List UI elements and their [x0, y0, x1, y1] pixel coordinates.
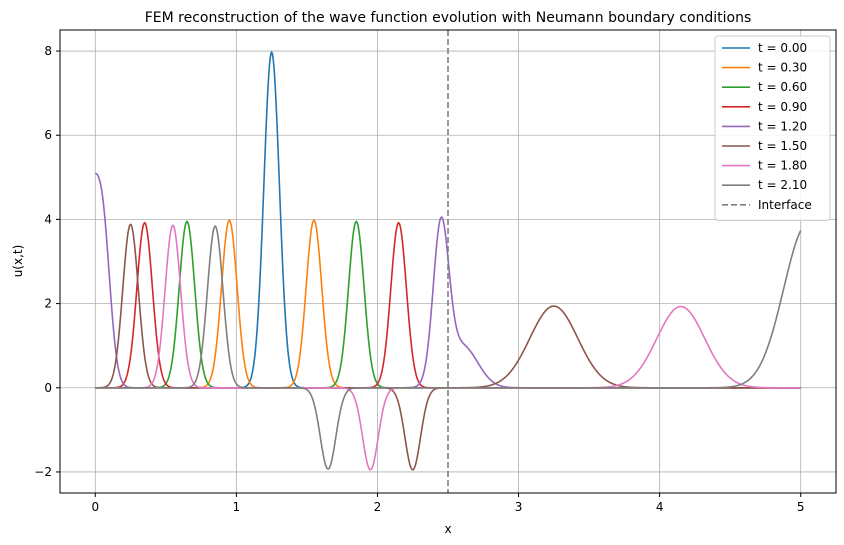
- y-tick-label: 6: [44, 128, 52, 142]
- x-tick-label: 2: [374, 500, 382, 514]
- y-tick-label: 0: [44, 381, 52, 395]
- legend-label: t = 0.00: [758, 41, 807, 55]
- legend: t = 0.00 t = 0.30 t = 0.60 t = 0.90 t = 1.20…: [714, 35, 831, 221]
- y-tick-label: −2: [34, 465, 52, 479]
- x-tick-label: 4: [656, 500, 664, 514]
- legend-label: t = 0.30: [758, 61, 807, 75]
- y-tick-label: 8: [44, 44, 52, 58]
- legend-label: t = 1.50: [758, 139, 807, 153]
- legend-label: t = 0.60: [758, 80, 807, 94]
- chart-title: FEM reconstruction of the wave function …: [145, 10, 752, 26]
- legend-label: t = 1.20: [758, 119, 807, 133]
- legend-label: t = 0.90: [758, 100, 807, 114]
- legend-label: t = 2.10: [758, 178, 807, 192]
- x-tick-label: 3: [515, 500, 523, 514]
- plot-frame: [59, 29, 837, 494]
- legend-label: Interface: [758, 198, 812, 212]
- x-tick-label: 5: [797, 500, 805, 514]
- y-axis-label: u(x,t): [11, 245, 25, 278]
- y-tick-label: 2: [44, 297, 52, 311]
- legend-label: t = 1.80: [758, 159, 807, 173]
- plot-area: [95, 30, 802, 493]
- series-line-7: [95, 225, 802, 470]
- x-tick-label: 0: [91, 500, 99, 514]
- legend-box: [714, 35, 831, 221]
- x-axis-label: x: [444, 522, 451, 536]
- y-tick-label: 4: [44, 212, 52, 226]
- ticks: 0 1 2 3 4 5 −2 0 2 4 6 8: [34, 44, 804, 514]
- x-tick-label: 1: [233, 500, 241, 514]
